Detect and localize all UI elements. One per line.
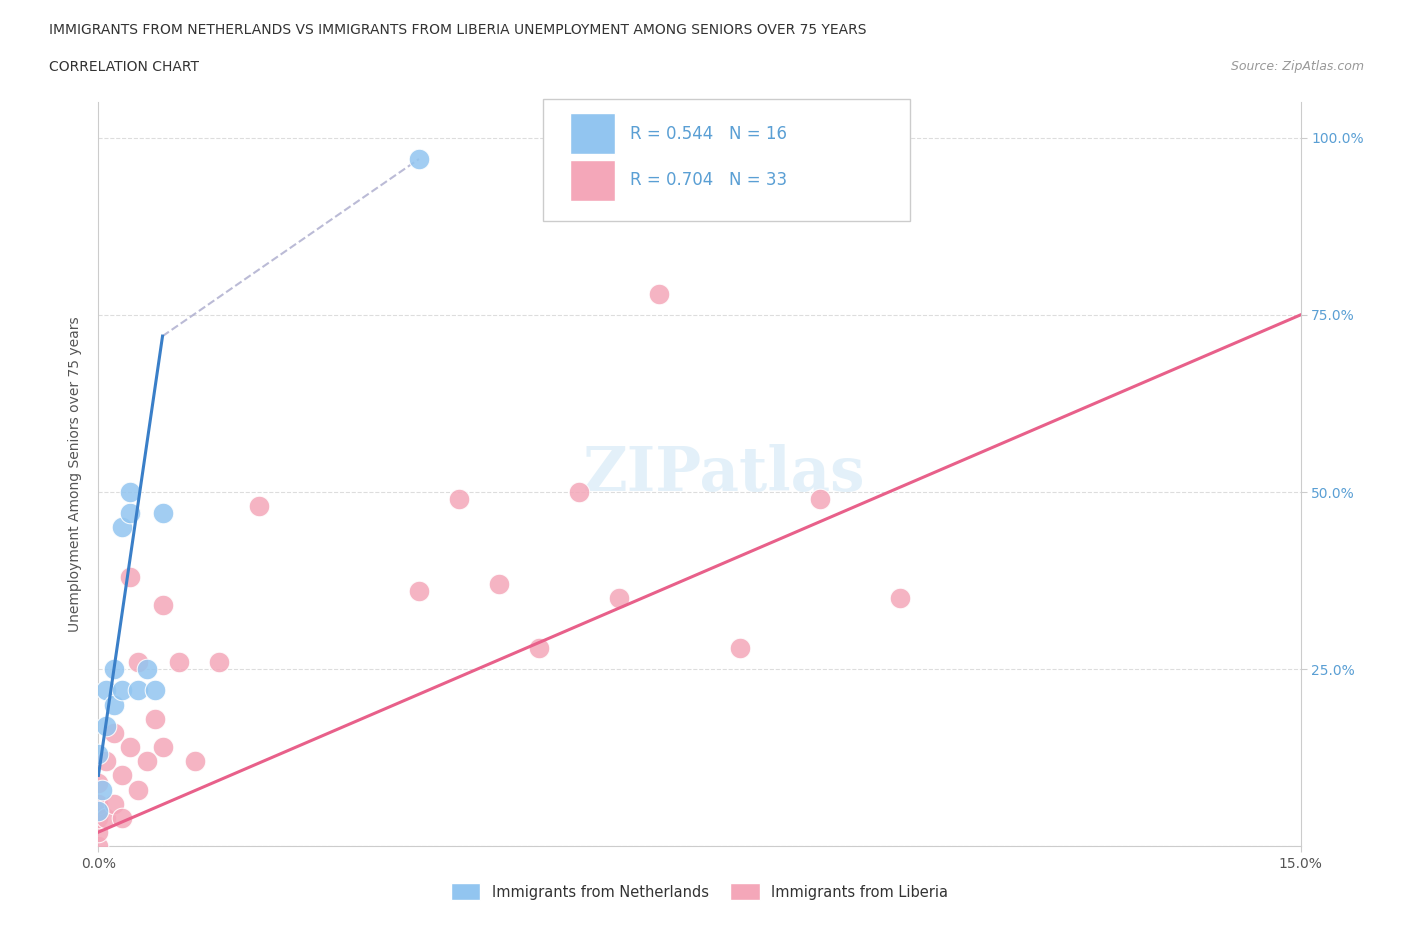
Point: [111, 768, 134, 783]
Legend: Immigrants from Netherlands, Immigrants from Liberia: Immigrants from Netherlands, Immigrants …: [444, 878, 955, 906]
Point: [96, 683, 118, 698]
Point: [568, 485, 591, 499]
Point: [111, 811, 134, 826]
Point: [143, 683, 166, 698]
Point: [96, 811, 118, 826]
Text: ZIPatlas: ZIPatlas: [582, 445, 865, 504]
Point: [128, 655, 150, 670]
Point: [609, 591, 631, 605]
Point: [135, 662, 157, 677]
Point: [91, 782, 114, 797]
Point: [87, 804, 110, 818]
Point: [111, 683, 134, 698]
Point: [447, 492, 470, 507]
Bar: [569, 160, 616, 201]
Point: [128, 683, 150, 698]
Point: [87, 775, 110, 790]
Point: [529, 641, 551, 656]
Point: [103, 698, 125, 712]
Point: [120, 506, 142, 521]
Text: R = 0.704   N = 33: R = 0.704 N = 33: [630, 171, 787, 190]
Point: [103, 725, 125, 740]
Point: [152, 739, 174, 754]
Point: [96, 754, 118, 769]
Text: Source: ZipAtlas.com: Source: ZipAtlas.com: [1230, 60, 1364, 73]
Bar: [569, 113, 616, 154]
Text: R = 0.544   N = 16: R = 0.544 N = 16: [630, 125, 787, 142]
Point: [87, 796, 110, 811]
Point: [167, 655, 190, 670]
Y-axis label: Unemployment Among Seniors over 75 years: Unemployment Among Seniors over 75 years: [69, 316, 83, 632]
Text: IMMIGRANTS FROM NETHERLANDS VS IMMIGRANTS FROM LIBERIA UNEMPLOYMENT AMONG SENIOR: IMMIGRANTS FROM NETHERLANDS VS IMMIGRANT…: [49, 23, 866, 37]
Point: [96, 718, 118, 733]
Point: [103, 796, 125, 811]
Point: [408, 152, 430, 166]
Point: [120, 569, 142, 584]
Point: [208, 655, 231, 670]
Point: [247, 498, 270, 513]
Point: [808, 492, 831, 507]
Point: [728, 641, 751, 656]
Point: [111, 520, 134, 535]
Point: [889, 591, 911, 605]
Point: [152, 506, 174, 521]
Point: [648, 286, 671, 301]
Point: [87, 811, 110, 826]
Point: [488, 577, 510, 591]
FancyBboxPatch shape: [543, 99, 910, 221]
Point: [87, 747, 110, 762]
Point: [128, 782, 150, 797]
Point: [87, 839, 110, 854]
Point: [152, 598, 174, 613]
Point: [120, 485, 142, 499]
Point: [183, 754, 205, 769]
Point: [120, 739, 142, 754]
Point: [87, 825, 110, 840]
Point: [408, 584, 430, 599]
Point: [143, 711, 166, 726]
Point: [103, 662, 125, 677]
Point: [135, 754, 157, 769]
Text: CORRELATION CHART: CORRELATION CHART: [49, 60, 200, 74]
